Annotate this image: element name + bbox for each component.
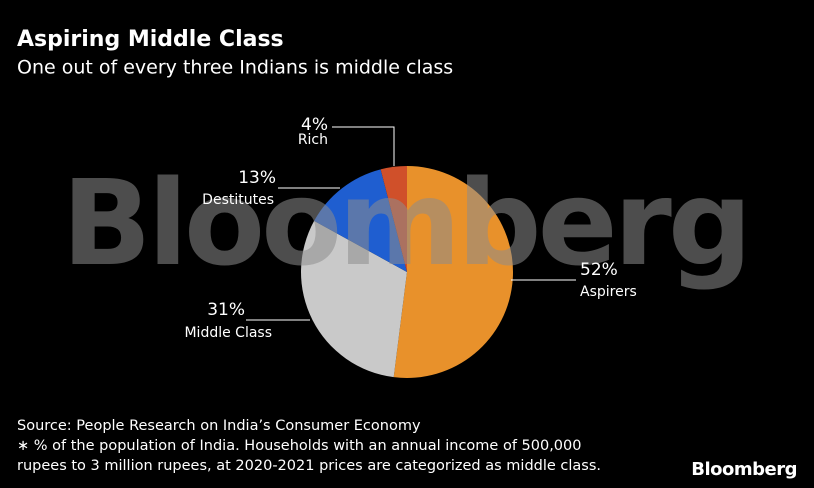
leader-line: [332, 126, 395, 166]
category-label: Aspirers: [580, 284, 637, 300]
category-label: Middle Class: [184, 325, 272, 341]
pie: [301, 166, 513, 378]
source: Source: People Research on India’s Consu…: [17, 418, 421, 434]
value-label: 52%: [580, 260, 618, 280]
value-label: 31%: [207, 300, 245, 320]
category-label: Destitutes: [202, 192, 274, 208]
category-label: Rich: [298, 132, 328, 148]
logo: Bloomberg: [691, 459, 797, 480]
pie-slice: [380, 166, 407, 272]
labels: 52% Aspirers 31% Middle Class 13% Destitutes 4…: [184, 115, 636, 341]
watermark: Bloomberg: [62, 154, 749, 292]
pie-slice: [393, 166, 513, 378]
value-label: 13%: [238, 168, 276, 188]
value-label: 4%: [301, 115, 328, 135]
chart-title: Aspiring Middle Class: [17, 27, 284, 52]
pie-slice: [301, 220, 407, 378]
footnote: ∗ % of the population of India. Househol…: [17, 438, 582, 454]
chart-subtitle: One out of every three Indians is middle…: [17, 57, 453, 79]
footnote: rupees to 3 million rupees, at 2020-2021…: [17, 458, 601, 474]
pie-slice: [314, 169, 407, 272]
